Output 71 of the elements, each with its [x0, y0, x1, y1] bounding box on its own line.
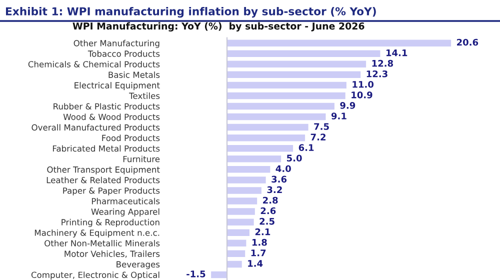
bar — [226, 123, 310, 132]
bar — [226, 112, 327, 121]
y-tick-label: Food Products — [102, 134, 160, 142]
data-label: 5.0 — [286, 154, 302, 162]
text: Exhibit 1: WPI manufacturing inflation by sub-sector (% YoY) — [6, 7, 376, 18]
y-tick-label: Chemicals & Chemical Products — [28, 60, 160, 68]
data-label: 20.6 — [457, 38, 478, 46]
bar — [226, 134, 306, 142]
bar — [226, 176, 267, 184]
bar — [226, 49, 382, 58]
bar — [226, 60, 367, 68]
data-label: 2.1 — [255, 228, 270, 236]
y-tick-label: Electrical Equipment — [74, 82, 160, 90]
bar — [226, 228, 250, 237]
y-tick-label: Paper & Paper Products — [63, 187, 160, 196]
y-tick-label: Beverages — [116, 261, 160, 270]
data-label: 10.9 — [352, 92, 372, 98]
bar — [226, 260, 243, 268]
y-tick-label: Computer, Electronic & Optical — [31, 272, 160, 280]
data-label: -1.5 — [186, 270, 206, 278]
bar — [226, 102, 336, 110]
y-tick-label: Other Transport Equipment — [47, 166, 160, 174]
y-tick-label: Basic Metals — [108, 71, 160, 78]
bar — [226, 196, 258, 206]
data-label: 14.1 — [386, 50, 408, 56]
y-tick-label: Fabricated Metal Products — [52, 145, 160, 152]
data-label: 7.2 — [310, 134, 326, 140]
bar — [226, 249, 246, 258]
data-label: 9.9 — [340, 102, 356, 109]
y-tick-label: Other Manufacturing — [74, 40, 160, 48]
y-tick-label: Other Non-Metallic Minerals — [44, 240, 160, 246]
y-tick-label: Rubber & Plastic Products — [54, 103, 160, 110]
data-label: 2.8 — [263, 196, 278, 204]
y-tick-label: Pharmaceuticals — [92, 198, 160, 204]
bar — [226, 154, 282, 164]
data-label: 3.6 — [272, 176, 287, 183]
bar — [226, 165, 272, 174]
data-label: 3.2 — [267, 186, 282, 194]
bar — [226, 186, 262, 195]
y-tick-label: Leather & Related Products — [46, 176, 160, 184]
bar — [226, 238, 248, 248]
data-label: 4.0 — [276, 165, 291, 172]
bar — [226, 218, 255, 226]
bar — [226, 70, 362, 79]
data-label: 2.6 — [260, 207, 276, 214]
data-label: 12.3 — [366, 70, 388, 78]
y-tick-label: Wood & Wood Products — [63, 114, 160, 120]
bar — [226, 80, 348, 90]
data-label: 1.7 — [251, 250, 266, 256]
bar — [226, 38, 452, 48]
bar — [226, 144, 294, 153]
data-label: 2.5 — [260, 218, 274, 225]
bar — [226, 92, 346, 100]
bar — [210, 270, 228, 279]
y-tick-label: Wearing Apparel — [91, 208, 160, 216]
data-label: 1.4 — [248, 260, 263, 267]
y-tick-label: Textiles — [129, 92, 160, 99]
y-tick-label: Machinery & Equipment n.e.c. — [34, 229, 160, 238]
data-label: 11.0 — [352, 80, 374, 88]
data-label: 7.5 — [314, 123, 329, 130]
y-tick-label: Motor Vehicles, Trailers — [64, 250, 160, 258]
data-label: 12.8 — [372, 60, 394, 67]
y-tick-label: Tobacco Products — [88, 50, 160, 57]
data-label: 9.1 — [331, 112, 346, 120]
y-tick-label: Furniture — [123, 156, 160, 162]
data-label: 1.8 — [252, 238, 267, 246]
chart-title: WPI Manufacturing: YoY (%) by sub-sector - June 2026 — [72, 22, 364, 32]
y-tick-label: Overall Manufactured Products — [32, 124, 160, 131]
y-tick-label: Printing & Reproduction — [62, 218, 160, 227]
data-label: 6.1 — [298, 144, 314, 151]
bar — [226, 207, 256, 216]
